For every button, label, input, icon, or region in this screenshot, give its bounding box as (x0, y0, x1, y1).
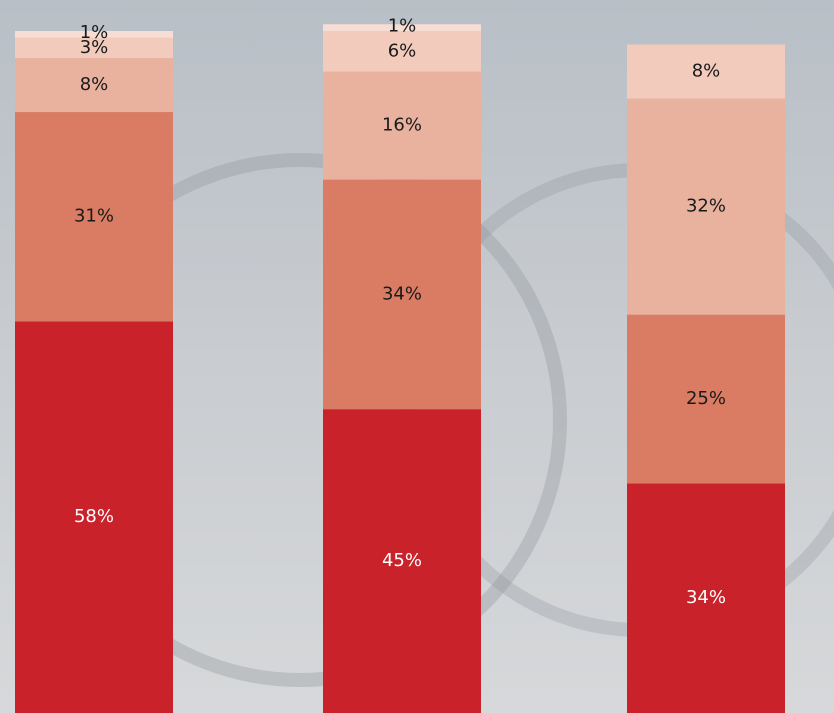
data-label: 8% (80, 74, 109, 95)
bar-segment (627, 314, 785, 484)
data-label: 1% (388, 15, 417, 36)
data-label: 34% (686, 587, 726, 608)
data-label: 16% (382, 115, 422, 136)
bar-segment (323, 179, 481, 410)
data-label: 34% (382, 283, 422, 304)
bar-segment (15, 58, 173, 113)
data-label: 45% (382, 550, 422, 571)
bar-segment (627, 44, 785, 99)
data-label: 3% (80, 37, 109, 58)
data-label: 25% (686, 388, 726, 409)
bar-segment (627, 483, 785, 713)
bar-segment (323, 24, 481, 32)
data-label: 8% (692, 61, 721, 82)
data-label: 1% (80, 22, 109, 43)
bar-segment (15, 112, 173, 322)
bar-segment (627, 98, 785, 315)
bar-segment (323, 409, 481, 713)
data-label: 58% (74, 506, 114, 527)
bar-segment (15, 31, 173, 38)
data-label: 6% (388, 40, 417, 61)
data-label: 32% (686, 196, 726, 217)
bar-segment (15, 37, 173, 59)
bar-segment (323, 31, 481, 72)
bar-segment (15, 321, 173, 713)
bar-segment (323, 71, 481, 180)
data-label: 31% (74, 206, 114, 227)
plot: 58%31%8%3%1%45%34%16%6%1%34%25%32%8% (15, 15, 785, 713)
